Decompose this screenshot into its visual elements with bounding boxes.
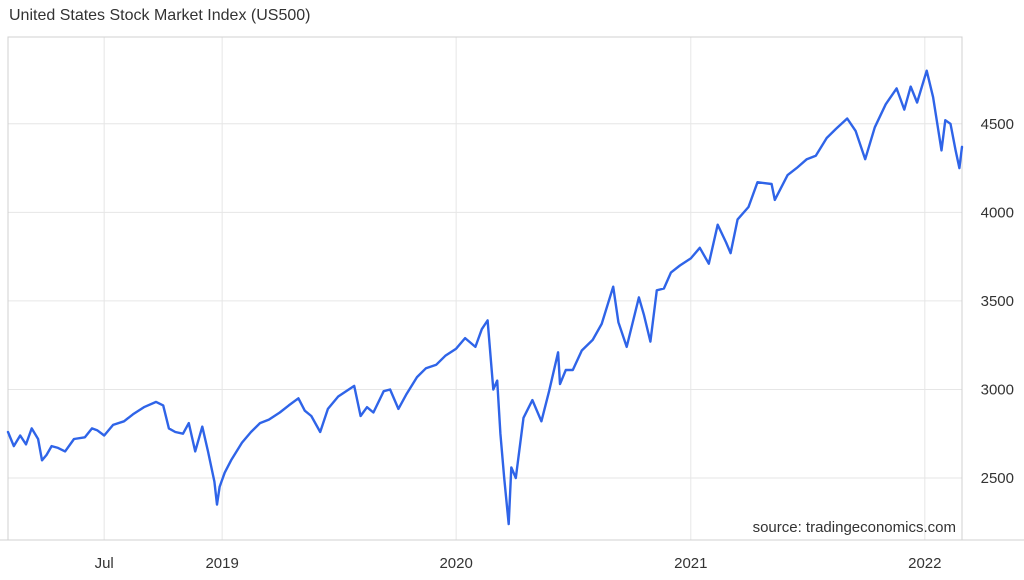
x-tick-label: 2020: [439, 555, 472, 572]
x-tick-label: 2019: [205, 555, 238, 572]
source-label: source: tradingeconomics.com: [753, 519, 956, 536]
y-tick-label: 4000: [981, 204, 1014, 221]
y-tick-label: 2500: [981, 470, 1014, 487]
grid: [8, 37, 962, 540]
y-tick-label: 4500: [981, 116, 1014, 133]
x-tick-label: 2022: [908, 555, 941, 572]
x-tick-label: 2021: [674, 555, 707, 572]
x-axis: Jul 2019 2020 2021 2022: [95, 555, 942, 572]
y-tick-label: 3000: [981, 381, 1014, 398]
y-tick-label: 3500: [981, 293, 1014, 310]
series-group: [6, 69, 964, 526]
chart-title: United States Stock Market Index (US500): [9, 7, 311, 24]
plot-frame: [7, 36, 963, 541]
series-line: [6, 69, 964, 526]
y-axis: 2500 3000 3500 4000 4500: [981, 116, 1014, 487]
x-tick-label: Jul: [95, 555, 114, 572]
